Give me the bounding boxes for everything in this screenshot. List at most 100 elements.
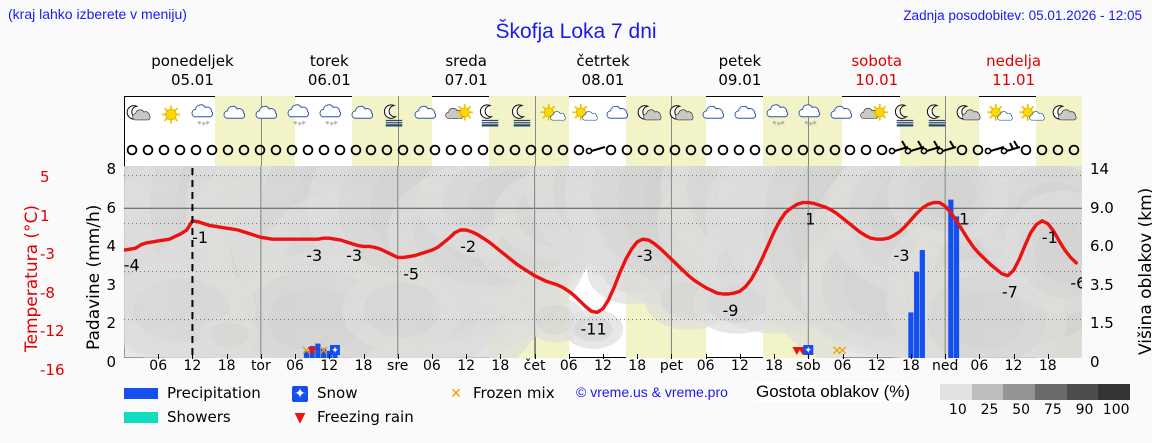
- cloud-density-tick-label: 90: [1075, 402, 1094, 418]
- cloud-height-tick-label: 1.5: [1090, 314, 1114, 332]
- x-axis-tick-label: sob: [795, 358, 821, 374]
- temperature-tick-label: -16: [40, 360, 65, 379]
- x-axis-tick-mark: [534, 354, 536, 359]
- day-separator: [945, 138, 947, 166]
- freezing-rain-marker-icon: ▼: [294, 409, 306, 426]
- cloud-density-swatch: [940, 384, 972, 400]
- temperature-value-label: -3: [346, 246, 362, 265]
- svg-text:✳: ✳: [301, 120, 306, 127]
- temperature-curve: [124, 200, 1078, 314]
- legend-snow-label: Snow: [317, 384, 358, 402]
- sun-cloud-icon: [571, 101, 603, 133]
- precipitation-tick-label: 6: [106, 198, 116, 217]
- legend-frozen-mix: ✕ Frozen mix: [448, 384, 555, 402]
- cloud-sun-icon: [443, 101, 475, 133]
- cloud-density-tick-label: 10: [948, 402, 967, 418]
- cloud-icon: [252, 101, 284, 133]
- day-header-četrtek: četrtek 08.01: [535, 52, 672, 92]
- precipitation-tick-label: 4: [106, 237, 116, 255]
- temperature-value-label: -5: [403, 264, 419, 283]
- day-name: sreda: [445, 52, 487, 70]
- x-axis-tick-mark: [295, 354, 297, 359]
- day-header-petek: petek 09.01: [671, 52, 808, 92]
- day-date: 07.01: [444, 71, 488, 89]
- cloud-density-swatch: [971, 384, 1004, 400]
- cloud-density-colorbar: [940, 384, 1131, 400]
- cloud-icon: [348, 101, 380, 133]
- day-date: 11.01: [992, 71, 1036, 89]
- x-axis-tick-label: 18: [491, 358, 510, 374]
- x-axis-tick-label: 12: [730, 358, 749, 374]
- x-axis-tick-mark: [808, 354, 810, 359]
- precipitation-tick-label: 0: [106, 352, 116, 371]
- temperature-tick-label: 1: [40, 206, 50, 225]
- temperature-tick-label: -3: [40, 245, 55, 263]
- temperature-value-label: -3: [306, 246, 322, 265]
- x-axis-tick-label: 06: [559, 358, 578, 374]
- x-axis-tick-mark: [260, 354, 262, 359]
- x-axis-tick-mark: [876, 354, 878, 359]
- cloud-height-tick-label: 3.5: [1090, 275, 1114, 294]
- menu-hint-text: (kraj lahko izberete v meniju): [8, 6, 187, 22]
- day-name: četrtek: [576, 52, 630, 70]
- cloud-density-swatch: [1003, 384, 1036, 400]
- x-axis-tick-mark: [774, 354, 776, 359]
- cloud-snow-icon: ✳ ✳ ✳: [763, 101, 795, 133]
- svg-text:✕: ✕: [318, 344, 329, 358]
- x-axis-tick-mark: [637, 354, 639, 359]
- cloud-snow-icon: ✳ ✳ ✳: [284, 101, 316, 133]
- temperature-tick-label: -8: [40, 283, 55, 302]
- legend-freezing-rain-label: Freezing rain: [317, 408, 414, 426]
- x-axis-tick-label: 18: [628, 358, 647, 374]
- x-axis-tick-label: čet: [523, 358, 546, 374]
- day-separator: [397, 96, 399, 138]
- cloud-snow-icon: ✳ ✳ ✳: [188, 101, 220, 133]
- temperature-value-label: -2: [460, 237, 476, 256]
- moon-cloud-icon: [124, 101, 156, 133]
- svg-text:✳: ✳: [808, 121, 813, 128]
- x-axis-tick-label: 12: [183, 358, 202, 374]
- temperature-value-label: -4: [124, 255, 140, 274]
- moon-fog-icon: [379, 101, 411, 133]
- cloud-height-tick-label: 14: [1090, 160, 1110, 178]
- moon-cloud-icon: [667, 101, 699, 133]
- x-axis-tick-mark: [979, 354, 981, 359]
- x-axis-tick-label: 12: [867, 358, 886, 374]
- x-axis-tick-mark: [158, 354, 160, 359]
- x-axis-tick-mark: [842, 354, 844, 359]
- x-axis-tick-mark: [1013, 354, 1015, 359]
- day-date: 05.01: [170, 71, 214, 89]
- svg-text:✳: ✳: [812, 120, 817, 127]
- temperature-value-label: -6: [1070, 274, 1082, 293]
- cloud-snow-icon: ✳ ✳ ✳: [795, 101, 827, 133]
- night-shade-band: [762, 138, 843, 166]
- temperature-value-label: -9: [722, 301, 738, 320]
- svg-text:✦: ✦: [331, 346, 339, 356]
- x-axis-tick-label: 06: [423, 358, 441, 374]
- cloud-height-tick-label: 6.0: [1090, 237, 1114, 255]
- copyright-link[interactable]: © vreme.us & vreme.pro: [576, 384, 728, 400]
- cloud-density-swatch: [1066, 384, 1099, 400]
- frozen-mix-marker-icon: ✕: [450, 385, 462, 402]
- cloud-height-axis-title: Višina oblakov (km): [1136, 187, 1152, 355]
- x-axis-tick-label: 18: [1038, 358, 1057, 374]
- day-name: sobota: [851, 52, 903, 70]
- cloud-density-swatch: [1035, 384, 1067, 400]
- x-axis-tick-mark: [705, 354, 707, 359]
- x-axis-tick-label: 06: [149, 358, 168, 374]
- x-axis-tick-mark: [910, 354, 912, 359]
- cloud-height-tick-label: 0: [1090, 352, 1100, 371]
- day-header-torek: torek 06.01: [261, 52, 398, 92]
- x-axis-tick-mark: [431, 354, 433, 359]
- legend-frozen-mix-label: Frozen mix: [473, 384, 555, 402]
- x-axis-tick-label: 12: [1004, 358, 1023, 374]
- legend-showers-label: Showers: [167, 408, 231, 426]
- moon-fog-icon: [507, 101, 539, 133]
- precipitation-swatch-icon: [124, 388, 158, 399]
- temperature-value-label: -11: [581, 319, 607, 338]
- day-separator: [534, 96, 536, 138]
- svg-text:✳: ✳: [292, 120, 297, 127]
- svg-text:✦: ✦: [805, 346, 813, 356]
- day-date: 06.01: [307, 71, 351, 89]
- x-axis-tick-label: 06: [833, 358, 852, 374]
